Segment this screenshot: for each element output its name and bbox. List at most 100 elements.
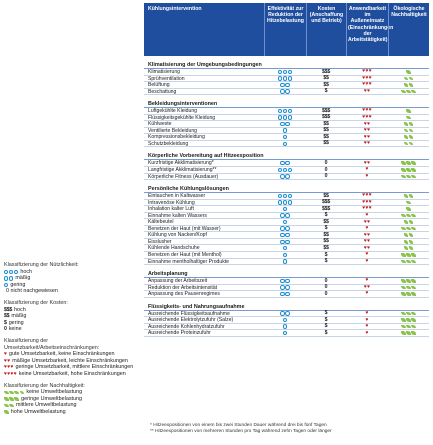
heart-icon: ♥ <box>13 370 17 377</box>
legend-symbol <box>4 282 9 288</box>
legend-text: keine Umsetzbarkeit, hohe Einschränkunge… <box>18 370 126 377</box>
leaf-icon <box>403 135 409 139</box>
leaf-icon <box>411 89 417 94</box>
effectiveness-dots <box>280 278 290 284</box>
applicability-hearts: ♥ ♥ ♥ <box>362 206 372 211</box>
legend-row: mittlere Umweltbelastung <box>4 402 142 409</box>
effectiveness-dots <box>277 69 293 74</box>
leaf-icon <box>403 194 409 198</box>
leaf-icon <box>411 213 417 218</box>
heart-icon: ♥ <box>365 329 369 336</box>
table-row: Intravenöse Kühlung $$$ ♥ ♥ ♥ <box>144 198 429 207</box>
table-row: Kompressionsbekleidung $$ ♥ ♥ <box>144 134 429 141</box>
ring-icon <box>8 276 14 281</box>
header-sustainability: Ökologische Nachhaltigkeit <box>388 3 429 56</box>
heart-icon: ♥ <box>362 198 366 205</box>
table-section: Bekleidungsinterventionen Luftgekühlte Kl… <box>144 99 429 148</box>
sustainability-leaves <box>403 128 414 133</box>
intervention-label: Einnahme kalten Wassers <box>148 212 207 219</box>
cost-cell: 0 <box>306 284 346 291</box>
sustainability-cell <box>388 252 429 258</box>
intervention-label: Sprühventilation <box>148 75 185 82</box>
intervention-label: Benetzen der Haut (mit Wasser) <box>148 225 221 232</box>
sustainability-leaves <box>400 259 417 264</box>
heart-icon: ♥ <box>368 107 372 114</box>
intervention-label: Luftgekühlte Kleidung <box>148 108 197 114</box>
effectiveness-cell <box>264 89 306 95</box>
leaf-icon <box>408 239 414 244</box>
ring-icon <box>280 174 285 179</box>
legend-row: ♥ gute Umsetzbarkeit, keine Einschränkung… <box>4 351 142 358</box>
sustainability-cell <box>388 82 429 88</box>
sustainability-leaves <box>400 213 417 218</box>
leaf-icon <box>403 239 409 244</box>
effectiveness-dots <box>280 239 290 244</box>
sustainability-leaves <box>403 76 414 81</box>
heart-icon: ♥ <box>362 68 366 75</box>
intervention-label: Kältebeutel <box>148 219 174 225</box>
leaf-icon <box>400 174 406 179</box>
sustainability-cell <box>388 245 429 251</box>
effectiveness-cell <box>264 219 306 225</box>
legend-text: geringe Umweltbelastung <box>21 395 83 402</box>
cost-value: $$$ <box>321 199 331 206</box>
legend-row: keine Umweltbelastung <box>4 389 142 396</box>
heart-icon: ♥ <box>363 140 367 147</box>
applicability-cell: ♥ ♥ ♥ <box>346 206 388 212</box>
table-row: Benetzen der Haut (mit Menthol) $ ♥ <box>144 252 429 259</box>
sustainability-leaves <box>403 135 414 139</box>
legend-text: hoch <box>20 268 33 275</box>
cost-cell: $$ <box>306 134 346 140</box>
heart-icon: ♥ <box>362 81 366 88</box>
legend-cost-symbol: $$$ <box>4 306 13 313</box>
leaf-icon <box>406 207 411 211</box>
applicability-cell: ♥ ♥ <box>346 232 388 238</box>
heart-icon: ♥ <box>363 231 367 238</box>
applicability-hearts: ♥ ♥ ♥ <box>362 82 372 87</box>
cost-value: $$ <box>323 75 329 82</box>
ring-icon <box>4 282 9 288</box>
sustainability-leaves <box>400 292 417 296</box>
heart-icon: ♥ <box>368 198 372 205</box>
heart-icon: ♥ <box>367 87 371 94</box>
cost-cell: $$ <box>306 127 346 134</box>
sustainability-leaves <box>406 109 411 113</box>
effectiveness-cell <box>264 245 306 251</box>
legend-text: mittlere Umweltbelastung <box>15 402 77 409</box>
ring-icon <box>282 76 288 81</box>
heart-icon: ♥ <box>365 277 369 284</box>
heart-icon: ♥ <box>367 140 371 147</box>
applicability-hearts: ♥ ♥ <box>363 231 370 238</box>
applicability-cell: ♥ ♥ <box>346 239 388 245</box>
cost-value: $$ <box>323 120 329 127</box>
ring-icon <box>285 232 290 238</box>
cost-cell: 0 <box>306 278 346 284</box>
intervention-label: Intravenöse Kühlung <box>148 199 195 206</box>
legend-text: mäßige Umsetzbarkeit, leichte Einschränk… <box>12 357 128 364</box>
sustainability-leaves <box>403 141 414 146</box>
effectiveness-cell <box>264 206 306 212</box>
applicability-hearts: ♥ ♥ ♥ ♥ <box>4 370 17 377</box>
legend-row: hohe Umweltbelastung <box>4 409 142 416</box>
heart-icon: ♥ <box>365 68 369 75</box>
effectiveness-cell <box>264 285 306 291</box>
table-row: Anpassung der Arbeitszeit 0 ♥ <box>144 278 429 285</box>
intervention-label: Reduktion der Arbeitsintensität <box>148 284 218 291</box>
effectiveness-dots <box>277 108 293 114</box>
ring-icon <box>285 278 290 284</box>
leaf-icon <box>14 390 20 395</box>
applicability-cell: ♥ ♥ ♥ <box>346 82 388 88</box>
leaf-icon <box>408 220 414 224</box>
ring-icon <box>285 226 290 231</box>
ring-icon <box>282 141 288 146</box>
cost-value: 0 <box>324 173 328 180</box>
cost-cell: $$ <box>306 75 346 82</box>
sustainability-cell <box>388 219 429 225</box>
effectiveness-dots <box>4 269 19 275</box>
legend-row: ♥ ♥ ♥ ♥ keine Umsetzbarkeit, hohe Einschränk… <box>4 371 142 378</box>
sustainability-leaves <box>400 161 417 166</box>
section-title: Körperliche Vorbereitung auf Hitzeexposi… <box>144 151 429 161</box>
leaf-icon <box>411 279 417 283</box>
applicability-hearts: ♥ <box>366 258 369 264</box>
applicability-hearts: ♥ ♥ ♥ <box>4 365 14 370</box>
